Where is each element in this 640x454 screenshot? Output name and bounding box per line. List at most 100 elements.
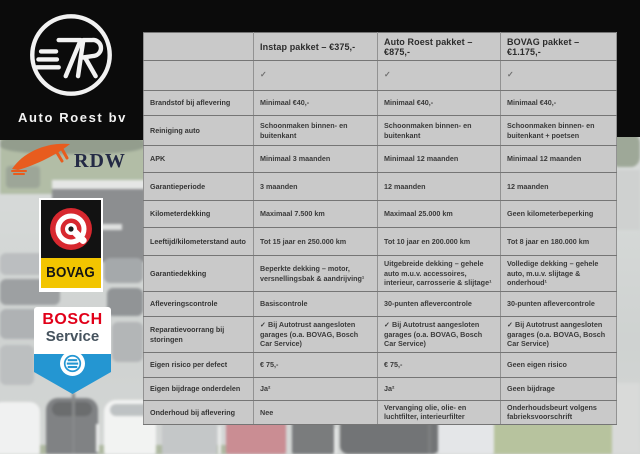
comparison-table-body: ✓ ✓ ✓ Brandstof bij aflevering Minimaal €40,… [143,60,617,425]
cell-value: Minimaal 12 maanden [377,145,501,173]
package-comparison-table: Instap pakket – €375,- Auto Roest pakket… [143,32,617,425]
table-row: ✓ ✓ ✓ [143,60,617,91]
photo-shape [72,393,75,454]
brand-name: Auto Roest bv [18,110,127,125]
photo-shape [107,288,143,316]
cell-value: Minimaal 3 maanden [253,145,378,173]
cell-value: Ja² [377,377,501,401]
photo-shape [0,345,34,385]
table-row: Garantieperiode 3 maanden 12 maanden 12 maa… [143,172,617,201]
cell-value: € 75,- [377,352,501,378]
rdw-feather-icon [11,143,70,175]
cell-value: Schoonmaken binnen- en buitenkant [253,115,378,146]
cell-value: Volledige dekking – gehele auto, m.u.v. … [500,255,617,292]
table-row: Kilometerdekking Maximaal 7.500 km Maximaa… [143,200,617,228]
cell-value: Minimaal €40,- [377,90,501,116]
bovag-label: BOVAG [46,265,96,281]
row-label: Leeftijd/kilometerstand auto [143,227,254,256]
auto-roest-logo: Auto Roest bv [0,0,145,140]
package-header-auto-roest: Auto Roest pakket – €875,- [377,32,501,61]
row-label: Brandstof bij aflevering [143,90,254,116]
cell-value: Schoonmaken binnen- en buitenkant [377,115,501,146]
table-row: Onderhoud bij aflevering Nee Vervanging ol… [143,400,617,425]
cell-value: 30-punten aflevercontrole [500,291,617,317]
table-row: Eigen bijdrage onderdelen Ja² Ja² Geen bijd… [143,377,617,401]
cell-value: ✓ [253,60,378,91]
cell-value: ✓ Bij Autotrust aangesloten garages (o.a… [253,316,378,353]
cell-value: Maximaal 25.000 km [377,200,501,228]
rdw-logo: RDW [10,139,140,179]
table-row: APK Minimaal 3 maanden Minimaal 12 maanden… [143,145,617,173]
table-row: Garantiedekking Beperkte dekking – motor,… [143,255,617,292]
row-label: Onderhoud bij aflevering [143,400,254,425]
cell-value: Nee [253,400,378,425]
cell-value: Minimaal €40,- [500,90,617,116]
bovag-logo: BOVAG [39,198,103,292]
bosch-armature-icon [60,351,85,376]
photo-shape [96,424,99,452]
cell-value: Minimaal 12 maanden [500,145,617,173]
row-label: Eigen risico per defect [143,352,254,378]
row-label: Garantiedekking [143,255,254,292]
cell-value: Geen kilometerbeperking [500,200,617,228]
cell-value: Ja² [253,377,378,401]
photo-shape [110,404,150,416]
package-header-bovag: BOVAG pakket – €1.175,- [500,32,617,61]
cell-value: € 75,- [253,352,378,378]
cell-value: 12 maanden [377,172,501,201]
table-row: Leeftijd/kilometerstand auto Tot 15 jaar … [143,227,617,256]
package-header-instap: Instap pakket – €375,- [253,32,378,61]
row-label: APK [143,145,254,173]
row-label: Garantieperiode [143,172,254,201]
table-row: Reparatievoorrang bij storingen ✓ Bij Aut… [143,316,617,353]
cell-value: Onderhoudsbeurt volgens fabrieksvoorschr… [500,400,617,425]
auto-roest-monogram-icon [30,14,112,96]
cell-value: Minimaal €40,- [253,90,378,116]
cell-value: ✓ Bij Autotrust aangesloten garages (o.a… [500,316,617,353]
rdw-label: RDW [74,150,126,172]
cell-value: 30-punten aflevercontrole [377,291,501,317]
cell-value: Tot 8 jaar en 180.000 km [500,227,617,256]
bosch-service-label: Service [45,327,100,345]
photo-shape [96,224,122,230]
table-row: Afleveringscontrole Basiscontrole 30-punte… [143,291,617,317]
photo-shape [0,253,50,275]
row-label [143,60,254,91]
row-label: Afleveringscontrole [143,291,254,317]
photo-shape [112,322,143,362]
bosch-sign-top: BOSCH Service [34,307,111,354]
cell-value: 3 maanden [253,172,378,201]
photo-shape [218,426,221,454]
table-row: Reiniging auto Schoonmaken binnen- en bui… [143,115,617,146]
photo-shape [52,180,145,189]
row-label: Kilometerdekking [143,200,254,228]
cell-value: Maximaal 7.500 km [253,200,378,228]
photo-shape [334,428,337,454]
header-empty-cell [143,32,254,61]
cell-value: Schoonmaken binnen- en buitenkant + poet… [500,115,617,146]
bovag-mark [41,200,101,258]
bovag-q-icon [50,208,92,250]
table-header-row: Instap pakket – €375,- Auto Roest pakket… [143,32,617,61]
cell-value: Uitgebreide dekking – gehele auto m.u.v.… [377,255,501,292]
cell-value: ✓ [500,60,617,91]
cell-value: Geen eigen risico [500,352,617,378]
cell-value: Geen bijdrage [500,377,617,401]
bosch-label: BOSCH [42,311,103,328]
row-label: Reparatievoorrang bij storingen [143,316,254,353]
cell-value: Vervanging olie, olie- en luchtfilter, i… [377,400,501,425]
table-row: Brandstof bij aflevering Minimaal €40,- Mi… [143,90,617,116]
cell-value: ✓ [377,60,501,91]
cell-value: Tot 10 jaar en 200.000 km [377,227,501,256]
cell-value: 12 maanden [500,172,617,201]
photo-shape [0,402,40,454]
bosch-service-logo: BOSCH Service [34,307,111,395]
table-row: Eigen risico per defect € 75,- € 75,- Geen … [143,352,617,378]
row-label: Eigen bijdrage onderdelen [143,377,254,401]
cell-value: Beperkte dekking – motor, versnellingsba… [253,255,378,292]
bovag-band: BOVAG [41,258,101,288]
cell-value: Basiscontrole [253,291,378,317]
cell-value: Tot 15 jaar en 250.000 km [253,227,378,256]
cell-value: ✓ Bij Autotrust aangesloten garages (o.a… [377,316,501,353]
